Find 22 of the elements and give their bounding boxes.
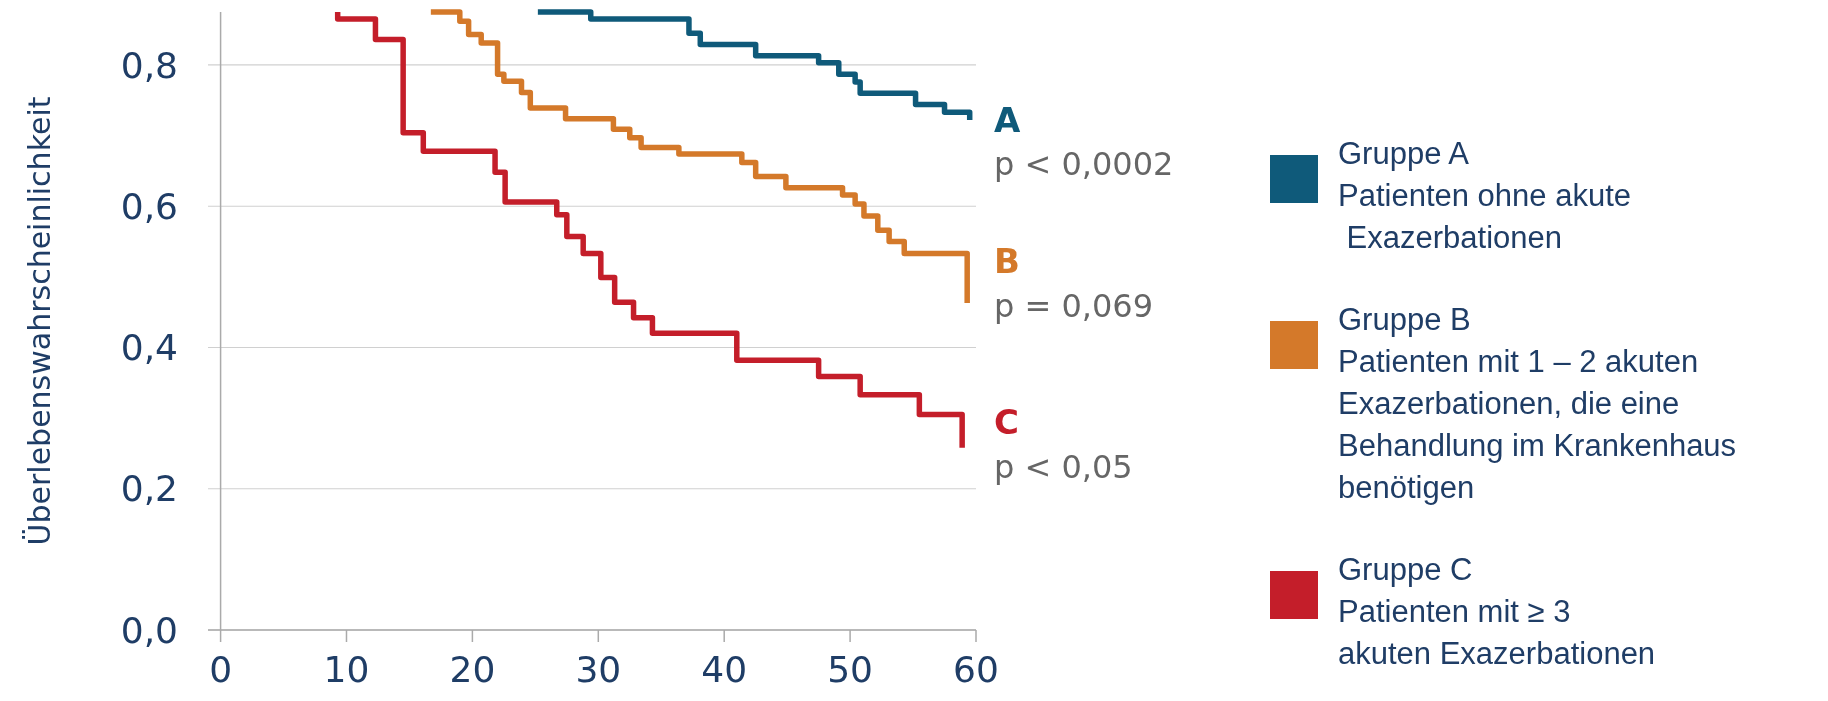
text: Gruppe B Patienten mit 1 – 2 akuten Exazerbationen, die eine Behandlung im Krankenhaus benötigen (1338, 302, 1737, 505)
text: p < 0,0002 (994, 145, 1174, 184)
x-tick-label: 30 (575, 649, 622, 690)
x-tick-label: 0 (209, 649, 233, 690)
y-tick-label: 0,0 (120, 609, 178, 651)
x-tick-label: 50 (827, 649, 873, 690)
legend-label: Gruppe A Patienten ohne akute Exazerbationen (1338, 136, 1632, 255)
text: B (994, 241, 1020, 282)
y-tick-label: 0,4 (120, 327, 178, 369)
y-tick-label: 0,8 (120, 44, 178, 86)
x-tick-label: 60 (953, 649, 999, 690)
text: p = 0,069 (994, 286, 1154, 325)
text: A (994, 100, 1021, 141)
x-tick-label: 10 (323, 649, 370, 690)
text: C (994, 402, 1019, 443)
x-tick-label: 40 (701, 649, 748, 690)
x-tick-label: 20 (449, 649, 496, 690)
y-tick-label: 0,6 (120, 185, 178, 227)
y-tick-label: 0,2 (120, 468, 178, 510)
legend-label: Gruppe C Patienten mit ≥ 3 akuten Exazerbationen (1338, 552, 1656, 671)
text: p < 0,05 (994, 447, 1133, 486)
y-axis-title: Überlebenswahrscheinlichkeit (22, 96, 57, 546)
